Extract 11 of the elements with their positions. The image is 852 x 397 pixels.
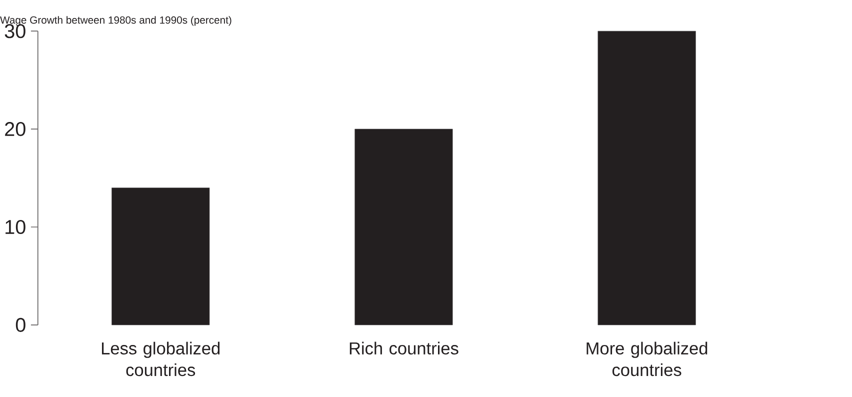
bar [112,188,210,326]
y-tick-label: 10 [6,220,26,234]
y-tick-label: 0 [16,318,26,332]
y-axis-title: Wage Growth between 1980s and 1990s (percent) [0,16,232,26]
y-tick-label: 30 [4,24,26,38]
bar [354,129,453,326]
bar [598,31,696,326]
x-tick-label: Less globalized countries [102,342,220,376]
x-tick-label: Rich countries [350,342,458,355]
y-tick-label: 20 [5,122,26,136]
x-tick-label: More globalized countries [586,342,708,376]
